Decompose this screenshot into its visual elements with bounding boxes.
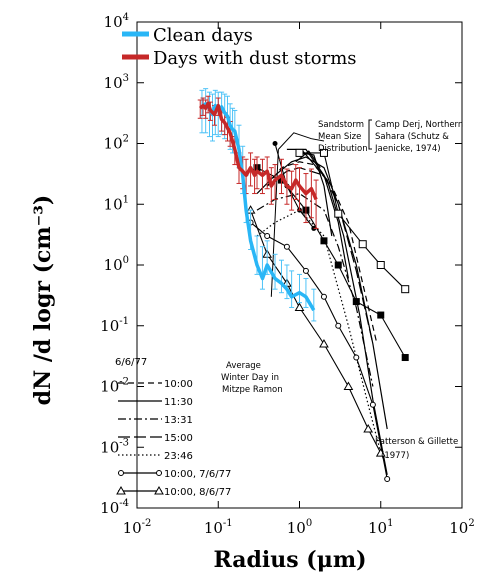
annotation-leader-line — [278, 132, 325, 150]
annotation-camp-line: Sahara (Schutz & — [375, 132, 449, 142]
circle-marker — [384, 476, 391, 483]
dust-storm-days-series-line — [198, 101, 318, 201]
x-tick-label: 100 — [287, 518, 312, 537]
time-legend-items: 10:00 11:30 13:31 15:00 23:46 10:00, 7/6/77 10… — [116, 379, 231, 498]
circle-marker — [264, 233, 271, 240]
background-curve — [302, 150, 388, 476]
annotation-average-line: Average — [226, 361, 261, 371]
annotation-average-line: Mitzpe Ramon — [222, 385, 283, 395]
triangle-marker — [343, 381, 354, 390]
clean-days-series-line — [200, 102, 316, 312]
background-curve — [295, 150, 321, 169]
marker-series-line — [274, 143, 315, 229]
filled-square-marker — [377, 311, 385, 319]
open-square-marker — [334, 209, 343, 218]
annotation-patterson-gillette: Patterson & Gillette (1977) — [375, 437, 458, 461]
open-square-marker — [319, 148, 328, 157]
time-legend-label: 13:31 — [164, 415, 193, 426]
time-legend: 6/6/77 10:00 11:30 13:31 15:00 23:46 10:00, 7… — [115, 357, 231, 498]
x-tick-label: 10-1 — [204, 518, 233, 537]
y-tick-label: 10-1 — [100, 316, 129, 335]
annotation-sandstorm: Sandstorm Mean Size Distribution — [318, 119, 372, 154]
open-square-marker — [358, 240, 367, 249]
filled-square-marker — [401, 354, 409, 362]
triangle-marker — [116, 485, 126, 495]
time-legend-label: 10:00, 8/6/77 — [164, 487, 231, 498]
circle-marker — [353, 354, 360, 361]
filled-square-marker — [352, 298, 360, 306]
x-tick-label: 102 — [449, 518, 474, 537]
y-tick-label: 10-2 — [100, 377, 129, 396]
time-legend-label: 10:00 — [164, 379, 193, 390]
circle-marker — [320, 293, 327, 300]
triangle-marker — [375, 448, 386, 457]
open-square-marker — [376, 261, 385, 269]
time-legend-label: 15:00 — [164, 433, 193, 444]
open-square-marker — [295, 148, 304, 157]
annotation-average-winter-day: Average Winter Day in Mitzpe Ramon — [221, 361, 283, 395]
circle-marker — [369, 401, 376, 408]
y-tick-label: 10-4 — [100, 498, 129, 517]
colored-series — [197, 88, 319, 322]
annotation-camp-derj: Camp Derj, Northern Sahara (Schutz & Jae… — [374, 120, 463, 154]
y-tick-label: 104 — [104, 12, 129, 31]
marker-series-line — [299, 152, 406, 290]
annotation-bracket — [368, 119, 372, 150]
time-legend-label: 10:00, 7/6/77 — [164, 469, 231, 480]
legend-label-dust: Days with dust storms — [153, 48, 357, 69]
x-axis-label: Radius (μm) — [213, 547, 366, 573]
triangle-marker — [319, 339, 329, 348]
y-axis-label: dN /d logr (cm⁻³) — [30, 195, 56, 406]
background-curve — [266, 167, 374, 345]
time-legend-label: 23:46 — [164, 451, 193, 462]
triangle-marker — [154, 485, 164, 495]
y-tick-label: 10-3 — [100, 437, 129, 456]
annotation-sandstorm-line: Mean Size — [318, 132, 361, 142]
open-square-marker — [401, 285, 410, 294]
annotation-sandstorm-line: Sandstorm — [318, 120, 364, 130]
triangle-marker — [363, 423, 374, 433]
time-legend-label: 11:30 — [164, 397, 193, 408]
legend-label-clean: Clean days — [153, 25, 253, 46]
filled-square-marker — [334, 261, 342, 269]
triangle-marker — [294, 302, 305, 311]
circle-marker — [335, 322, 342, 329]
circle-marker — [302, 267, 309, 274]
legend: Clean days Days with dust storms — [122, 25, 357, 69]
y-tick-label: 102 — [104, 134, 129, 153]
y-tick-label: 100 — [104, 255, 129, 274]
time-legend-date: 6/6/77 — [115, 357, 147, 368]
annotation-patterson-line: Patterson & Gillette — [375, 437, 458, 447]
annotation-camp-line: Jaenicke, 1974) — [374, 144, 441, 154]
background-curve — [256, 209, 382, 454]
circle-marker — [283, 243, 290, 250]
x-tick-label: 10-2 — [123, 518, 152, 537]
annotation-camp-line: Camp Derj, Northern — [375, 120, 463, 130]
annotation-sandstorm-line: Distribution — [318, 144, 368, 154]
filled-dot-marker — [272, 141, 278, 146]
filled-square-marker — [320, 237, 328, 245]
annotation-patterson-line: (1977) — [381, 451, 409, 461]
y-tick-label: 103 — [104, 73, 129, 92]
annotation-average-line: Winter Day in — [221, 373, 279, 383]
y-tick-label: 101 — [104, 194, 129, 213]
x-tick-label: 101 — [368, 518, 393, 537]
circle-marker — [118, 470, 124, 476]
circle-marker — [156, 470, 162, 476]
marker-series-line — [250, 209, 382, 454]
